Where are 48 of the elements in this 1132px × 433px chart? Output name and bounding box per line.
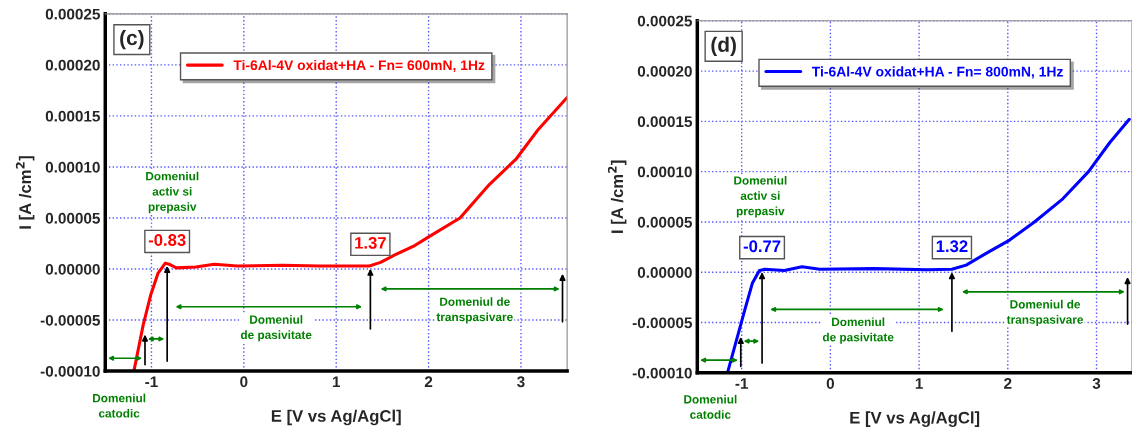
y-tick-label: 0.00005 (637, 216, 693, 228)
x-axis-title: E [V vs Ag/AgCl] (271, 409, 401, 426)
text: (c) (120, 29, 144, 50)
y-tick-label: -0.00010 (632, 367, 692, 379)
text: Domeniul catodic (684, 394, 737, 419)
annotation: 1.37 (355, 236, 386, 249)
y-tick-label: 0.00000 (637, 267, 692, 278)
y-axis-title: I [A /cm$^{2}$] (15, 156, 35, 229)
y-tick-label: -0.00005 (40, 314, 100, 326)
x-axis-title: E [V vs Ag/AgCl] (850, 411, 980, 427)
text: (d) (711, 36, 736, 57)
x-tick-label: 2 (424, 376, 433, 388)
annotation: 1.32 (936, 240, 968, 253)
y-tick-label: -0.00010 (40, 365, 100, 377)
y-tick-label: -0.00005 (632, 317, 693, 329)
y-tick-label: 0.00015 (45, 110, 100, 122)
annotation: Domeniul de pasivitate (822, 317, 894, 344)
x-tick-label: 1 (332, 376, 341, 388)
annotation: Domeniul de transpasivare (436, 297, 513, 324)
y-tick-label: 0.00025 (637, 15, 693, 27)
y-tick-label: 0.00010 (45, 161, 100, 173)
annotation: Domeniul activ si prepasiv (146, 171, 199, 214)
annotation: Domeniul de pasivitate (240, 315, 312, 342)
y-tick-label: 0.00025 (45, 8, 100, 20)
line-series (132, 96, 568, 372)
y-tick-label: 0.00010 (637, 166, 692, 178)
x-tick-label: 0 (826, 378, 834, 389)
x-tick-label: 2 (1004, 378, 1012, 389)
x-tick-label: -1 (735, 378, 749, 389)
y-tick-label: 0.00015 (637, 116, 693, 128)
x-tick-label: 3 (1092, 378, 1101, 389)
y-tick-label: 0.00005 (45, 212, 100, 224)
annotation: -0.77 (743, 240, 781, 253)
y-tick-label: 0.00020 (637, 65, 692, 77)
text: Domeniul catodic (93, 393, 146, 418)
line-series (725, 117, 1131, 373)
annotation: Domeniul de transpasivare (1006, 299, 1084, 327)
y-tick-label: 0.00020 (45, 59, 100, 71)
legend-label: Ti-6Al-4V oxidat+HA - Fn= 600mN, 1Hz (233, 59, 485, 73)
x-tick-label: 0 (240, 376, 248, 388)
legend-label: Ti-6Al-4V oxidat+HA - Fn= 800mN, 1Hz (811, 66, 1063, 79)
y-axis-title: I [A /cm$^{2}$] (607, 160, 627, 233)
x-tick-label: 1 (915, 378, 923, 389)
y-tick-label: 0.00000 (45, 263, 100, 275)
x-tick-label: 3 (517, 376, 525, 388)
annotation: Domeniul activ si prepasiv (734, 176, 787, 218)
x-tick-label: -1 (145, 376, 158, 388)
annotation: -0.83 (148, 234, 186, 246)
